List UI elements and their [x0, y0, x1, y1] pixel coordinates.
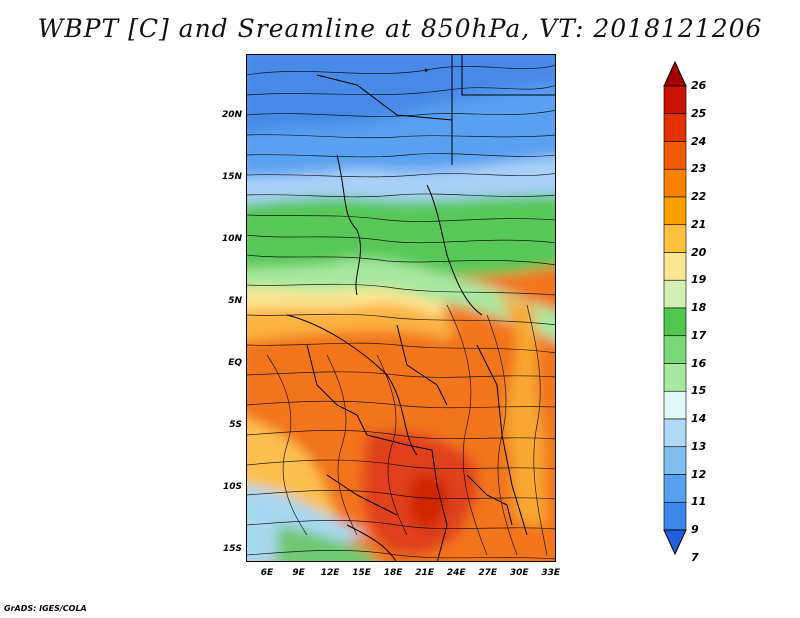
lon-tick-label: 30E	[509, 568, 529, 578]
colorbar-label: 12	[691, 467, 707, 481]
lon-tick-label: 24E	[446, 568, 466, 578]
colorbar-swatch	[663, 446, 687, 475]
colorbar-swatch	[663, 168, 687, 198]
lon-tick-label: 33E	[541, 568, 561, 578]
lat-tick-label: EQ	[228, 357, 242, 368]
colorbar-label: 15	[691, 384, 707, 398]
colorbar-label: 21	[691, 217, 707, 231]
colorbar-swatch	[663, 279, 687, 309]
lon-tick-label: 27E	[478, 568, 498, 578]
colorbar-swatch	[663, 474, 687, 503]
colorbar-label: 11	[691, 495, 707, 509]
colorbar-label: 7	[691, 550, 699, 564]
colorbar	[663, 60, 687, 556]
lon-tick-label: 12E	[320, 568, 340, 578]
colorbar-swatch	[663, 307, 687, 337]
lat-tick-label: 15S	[222, 543, 242, 554]
lat-tick-label: 10N	[221, 233, 242, 244]
colorbar-label: 18	[691, 301, 707, 314]
colorbar-swatch	[663, 196, 687, 226]
lat-tick-label: 5S	[229, 419, 242, 430]
colorbar-max-arrow	[663, 60, 687, 87]
colorbar-label: 20	[691, 245, 707, 259]
colorbar-swatch	[663, 85, 687, 115]
colorbar-swatch	[663, 501, 687, 531]
colorbar-label: 9	[691, 523, 699, 536]
colorbar-label: 25	[691, 106, 707, 120]
map-title: WBPT [C] and Sreamline at 850hPa, VT: 20…	[37, 14, 763, 43]
temperature-shading	[247, 55, 555, 561]
lat-tick-label: 5N	[228, 295, 242, 306]
colorbar-label: 23	[691, 162, 707, 176]
colorbar-swatch	[663, 113, 687, 142]
colorbar-swatch	[663, 252, 687, 281]
colorbar-swatch	[663, 390, 687, 420]
lon-tick-label: 9E	[292, 568, 305, 578]
wbpt-field-map	[247, 55, 555, 561]
grads-credit: GrADS: IGES/COLA	[4, 604, 87, 613]
map-panel	[246, 54, 556, 562]
lat-tick-label: 15N	[221, 171, 242, 182]
colorbar-swatch	[663, 224, 687, 253]
lon-tick-label: 18E	[383, 568, 403, 578]
lat-tick-label: 10S	[222, 481, 242, 492]
lon-tick-label: 15E	[352, 568, 371, 578]
country-borders	[286, 55, 555, 561]
lat-tick-label: 20N	[221, 109, 242, 120]
colorbar-label: 22	[691, 190, 707, 203]
colorbar-label: 13	[691, 439, 707, 453]
colorbar-label: 17	[691, 328, 707, 342]
colorbar-label: 24	[691, 134, 707, 148]
lon-tick-label: 21E	[415, 568, 434, 578]
colorbar-swatch	[663, 141, 687, 170]
colorbar-swatch	[663, 418, 687, 448]
lon-tick-label: 6E	[260, 568, 274, 578]
colorbar-min-arrow	[663, 529, 687, 556]
colorbar-label: 26	[691, 79, 707, 92]
colorbar-swatch	[663, 363, 687, 392]
colorbar-swatch	[663, 335, 687, 364]
colorbar-label: 14	[691, 412, 707, 425]
colorbar-label: 19	[691, 273, 707, 287]
colorbar-label: 16	[691, 356, 707, 370]
